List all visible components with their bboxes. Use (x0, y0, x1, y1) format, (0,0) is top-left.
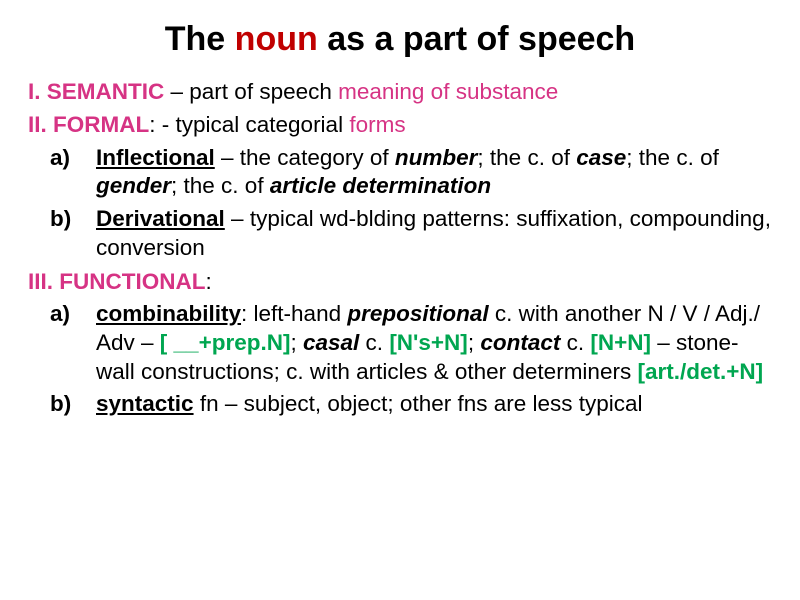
semantic-text: – part of speech (164, 79, 338, 104)
functional-list: a) combinability: left-hand prepositiona… (28, 300, 772, 419)
fa-i4: article determination (270, 173, 491, 198)
fca-t6: c. (560, 330, 590, 355)
marker-b: b) (50, 205, 71, 234)
semantic-line: I. SEMANTIC – part of speech meaning of … (28, 77, 772, 106)
func-marker-a: a) (50, 300, 70, 329)
title-pre: The (165, 20, 235, 58)
func-item-a: a) combinability: left-hand prepositiona… (96, 300, 772, 386)
formal-list: a) Inflectional – the category of number… (28, 144, 772, 263)
fa-t1: – the category of (215, 145, 395, 170)
syntactic-label: syntactic (96, 391, 194, 416)
fca-g3: [N+N] (590, 330, 651, 355)
formal-highlight: forms (349, 112, 405, 137)
fca-i1: prepositional (347, 301, 488, 326)
fa-i1: number (395, 145, 478, 170)
formal-item-a: a) Inflectional – the category of number… (96, 144, 772, 202)
fcb-t1: fn – subject, object; other fns are less… (194, 391, 643, 416)
formal-label: II. FORMAL (28, 112, 149, 137)
func-item-b: b) syntactic fn – subject, object; other… (96, 390, 772, 419)
derivational-label: Derivational (96, 206, 225, 231)
fca-t4: c. (359, 330, 389, 355)
inflectional-label: Inflectional (96, 145, 215, 170)
formal-item-b: b) Derivational – typical wd-blding patt… (96, 205, 772, 263)
functional-label: III. FUNCTIONAL (28, 269, 205, 294)
title-accent: noun (235, 20, 318, 58)
fca-t5: ; (468, 330, 481, 355)
fca-i3: contact (480, 330, 560, 355)
fa-t3: ; the c. of (626, 145, 719, 170)
fa-t2: ; the c. of (477, 145, 576, 170)
semantic-highlight: meaning of substance (338, 79, 558, 104)
fca-g1: [ __+prep.N] (160, 330, 291, 355)
fca-i2: casal (303, 330, 359, 355)
title-post: as a part of speech (318, 20, 635, 58)
formal-line: II. FORMAL: - typical categorial forms (28, 110, 772, 139)
func-marker-b: b) (50, 390, 71, 419)
fa-t4: ; the c. of (171, 173, 270, 198)
slide-title: The noun as a part of speech (28, 20, 772, 59)
fa-i2: case (576, 145, 626, 170)
fca-g2: [N's+N] (389, 330, 468, 355)
semantic-label: I. SEMANTIC (28, 79, 164, 104)
fca-t3: ; (290, 330, 303, 355)
fca-t1: : left-hand (241, 301, 347, 326)
formal-text: : - typical categorial (149, 112, 349, 137)
functional-colon: : (205, 269, 211, 294)
combinability-label: combinability (96, 301, 241, 326)
marker-a: a) (50, 144, 70, 173)
fca-g4: [art./det.+N] (637, 359, 763, 384)
functional-line: III. FUNCTIONAL: (28, 267, 772, 296)
fa-i3: gender (96, 173, 171, 198)
